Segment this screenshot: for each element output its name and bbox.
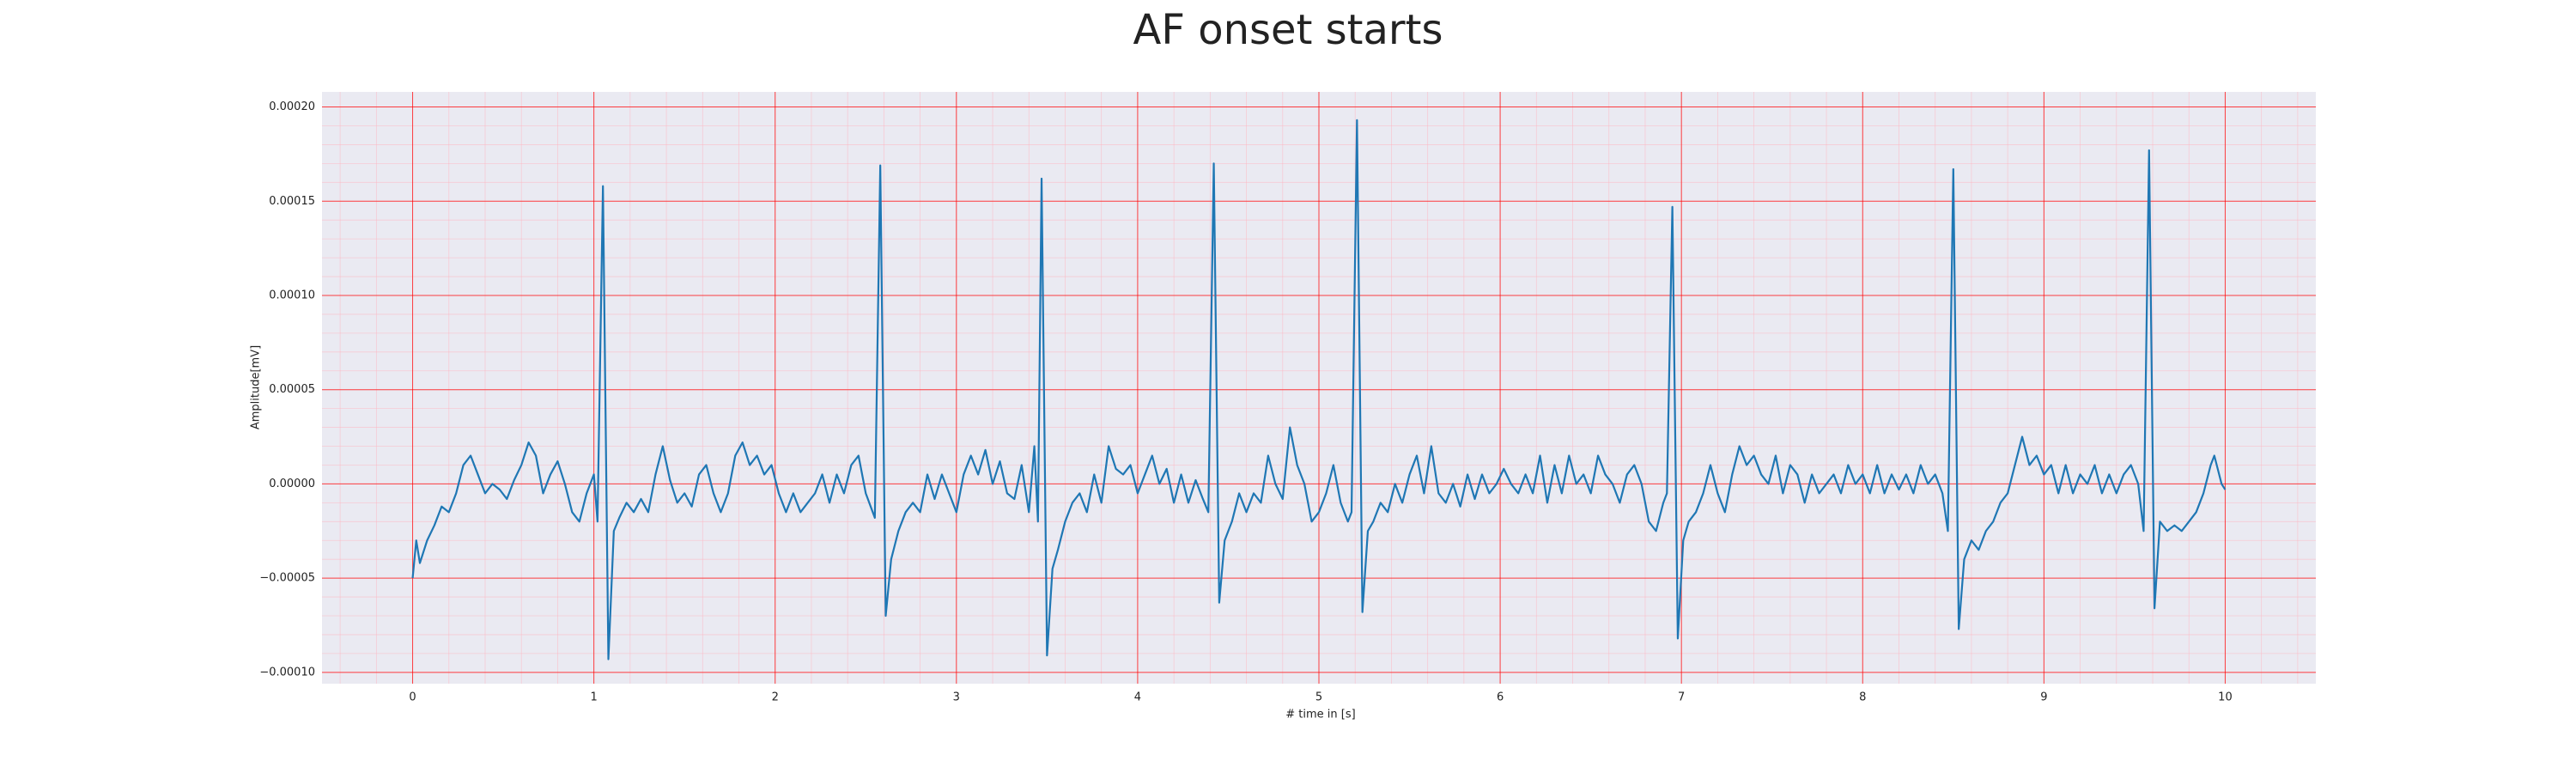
x-tick-label: 4: [1134, 691, 1141, 704]
x-tick-label: 2: [772, 691, 779, 704]
x-tick-label: 1: [590, 691, 597, 704]
y-tick-label: 0.00015: [269, 195, 315, 208]
x-tick-label: 7: [1678, 691, 1685, 704]
y-axis-label: Amplitude[mV]: [250, 345, 263, 429]
x-tick-label: 10: [2218, 691, 2233, 704]
x-tick-label: 3: [953, 691, 960, 704]
x-tick-label: 5: [1315, 691, 1322, 704]
x-tick-label: 8: [1859, 691, 1866, 704]
y-tick-label: 0.00020: [269, 100, 315, 113]
x-tick-label: 9: [2040, 691, 2047, 704]
x-tick-label: 6: [1497, 691, 1504, 704]
y-tick-label: 0.00005: [269, 383, 315, 396]
y-tick-label: −0.00010: [259, 666, 315, 679]
y-tick-label: 0.00000: [269, 478, 315, 490]
x-axis-label: # time in [s]: [1285, 709, 1355, 721]
chart-title: AF onset starts: [1133, 6, 1443, 54]
y-tick-label: −0.00005: [259, 572, 315, 585]
y-tick-label: 0.00010: [269, 289, 315, 301]
ecg-line: [411, 119, 2227, 660]
x-tick-label: 0: [409, 691, 416, 704]
